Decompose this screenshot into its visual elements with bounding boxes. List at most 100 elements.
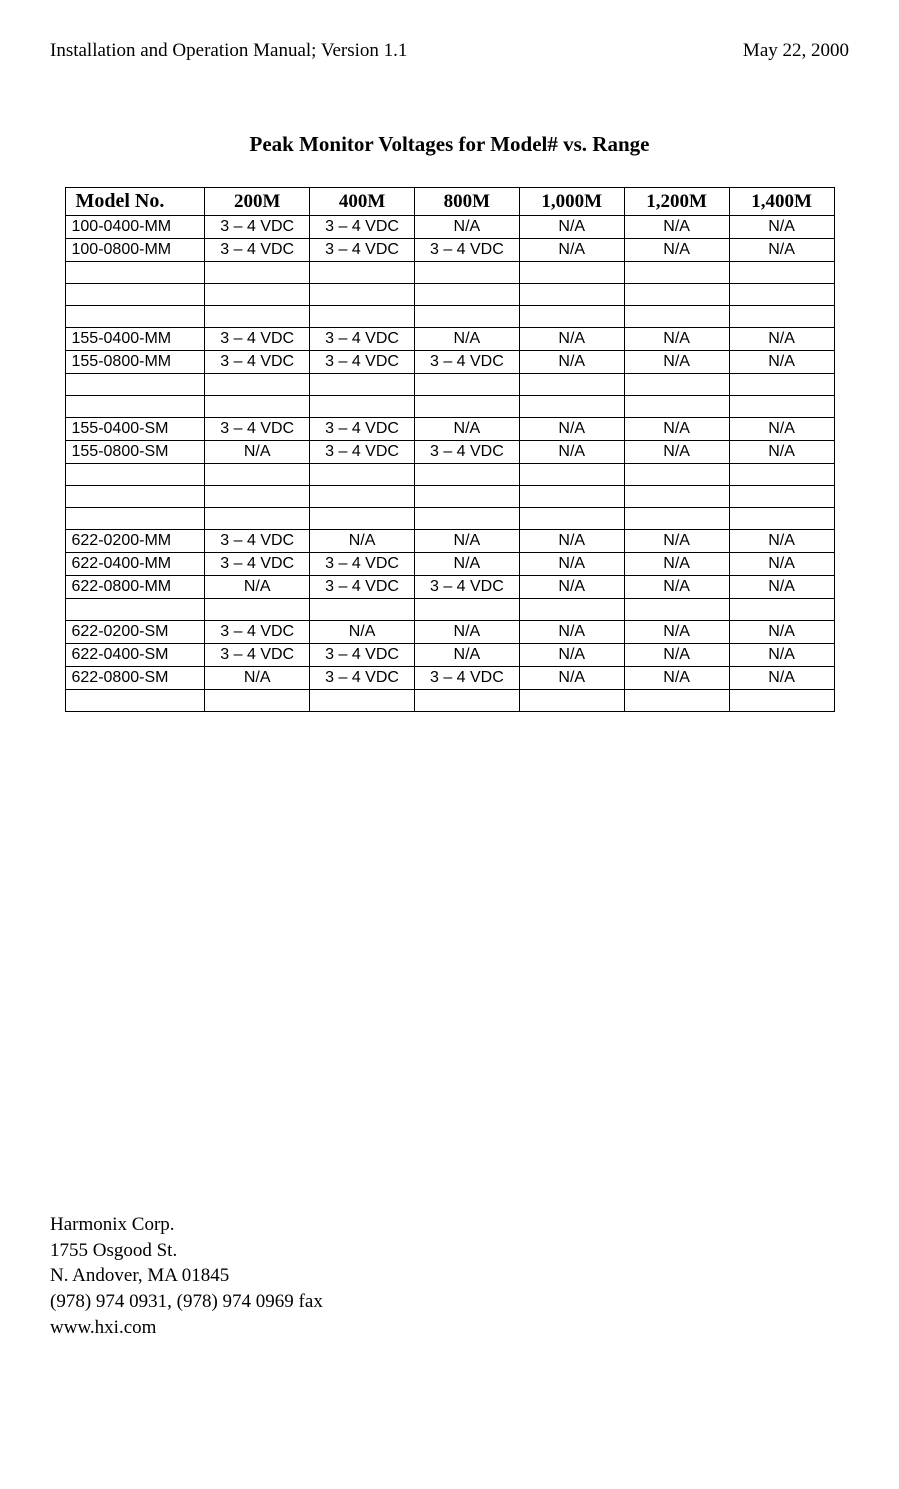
data-cell: N/A — [414, 530, 519, 553]
data-cell — [624, 374, 729, 396]
data-cell — [205, 486, 310, 508]
data-cell: N/A — [205, 667, 310, 690]
model-cell: 622-0800-SM — [65, 667, 205, 690]
data-cell — [414, 508, 519, 530]
data-cell — [414, 690, 519, 712]
data-cell — [624, 599, 729, 621]
data-cell: N/A — [624, 418, 729, 441]
data-cell — [729, 508, 834, 530]
model-header: Model No. — [65, 188, 205, 216]
data-cell: N/A — [519, 553, 624, 576]
data-cell: 3 – 4 VDC — [205, 216, 310, 239]
data-cell: N/A — [729, 418, 834, 441]
model-cell: 100-0800-MM — [65, 239, 205, 262]
data-cell — [310, 486, 415, 508]
table-title: Peak Monitor Voltages for Model# vs. Ran… — [50, 132, 849, 157]
data-cell — [205, 374, 310, 396]
table-row: 155-0400-SM3 – 4 VDC3 – 4 VDCN/AN/AN/AN/… — [65, 418, 834, 441]
data-cell — [624, 306, 729, 328]
data-cell — [310, 284, 415, 306]
table-header-row: Model No. 200M 400M 800M 1,000M 1,200M 1… — [65, 188, 834, 216]
table-row — [65, 284, 834, 306]
data-cell — [414, 599, 519, 621]
data-cell — [414, 374, 519, 396]
data-cell: 3 – 4 VDC — [310, 644, 415, 667]
model-cell: 622-0200-MM — [65, 530, 205, 553]
data-cell — [205, 306, 310, 328]
table-row — [65, 690, 834, 712]
data-cell: 3 – 4 VDC — [205, 328, 310, 351]
data-cell — [624, 262, 729, 284]
data-cell — [519, 284, 624, 306]
data-cell — [205, 262, 310, 284]
data-cell — [729, 396, 834, 418]
data-cell: 3 – 4 VDC — [310, 239, 415, 262]
table-row — [65, 374, 834, 396]
header-right: May 22, 2000 — [743, 40, 849, 62]
voltage-table: Model No. 200M 400M 800M 1,000M 1,200M 1… — [65, 187, 835, 712]
data-cell: N/A — [205, 441, 310, 464]
data-cell: N/A — [519, 667, 624, 690]
data-cell: N/A — [624, 216, 729, 239]
data-cell — [414, 464, 519, 486]
model-cell — [65, 690, 205, 712]
table-row: 155-0800-MM3 – 4 VDC3 – 4 VDC3 – 4 VDCN/… — [65, 351, 834, 374]
model-cell — [65, 486, 205, 508]
data-cell — [624, 486, 729, 508]
data-cell — [414, 306, 519, 328]
data-cell: N/A — [310, 530, 415, 553]
data-cell — [519, 306, 624, 328]
model-cell: 622-0400-SM — [65, 644, 205, 667]
data-cell: 3 – 4 VDC — [205, 621, 310, 644]
data-cell: N/A — [414, 621, 519, 644]
data-cell: N/A — [414, 418, 519, 441]
data-cell: 3 – 4 VDC — [414, 441, 519, 464]
data-cell: N/A — [414, 328, 519, 351]
table-row — [65, 599, 834, 621]
data-cell — [519, 262, 624, 284]
data-cell: N/A — [729, 644, 834, 667]
table-body: 100-0400-MM3 – 4 VDC3 – 4 VDCN/AN/AN/AN/… — [65, 216, 834, 712]
data-cell: N/A — [519, 530, 624, 553]
data-cell — [414, 284, 519, 306]
data-cell — [729, 262, 834, 284]
data-cell — [310, 599, 415, 621]
header-left: Installation and Operation Manual; Versi… — [50, 40, 407, 62]
data-cell — [729, 374, 834, 396]
data-cell: 3 – 4 VDC — [310, 216, 415, 239]
footer-line: 1755 Osgood St. — [50, 1238, 849, 1264]
data-cell: N/A — [624, 530, 729, 553]
data-cell: N/A — [310, 621, 415, 644]
data-cell — [414, 486, 519, 508]
data-cell: 3 – 4 VDC — [205, 418, 310, 441]
data-cell — [205, 284, 310, 306]
model-cell: 155-0800-MM — [65, 351, 205, 374]
data-cell — [519, 464, 624, 486]
range-header: 1,000M — [519, 188, 624, 216]
data-cell — [310, 262, 415, 284]
data-cell — [519, 508, 624, 530]
model-cell — [65, 599, 205, 621]
data-cell — [624, 396, 729, 418]
model-cell — [65, 374, 205, 396]
data-cell: N/A — [519, 239, 624, 262]
data-cell: 3 – 4 VDC — [310, 328, 415, 351]
data-cell — [624, 284, 729, 306]
table-row — [65, 306, 834, 328]
model-cell — [65, 284, 205, 306]
model-cell: 622-0400-MM — [65, 553, 205, 576]
table-row: 622-0400-SM3 – 4 VDC3 – 4 VDCN/AN/AN/AN/… — [65, 644, 834, 667]
data-cell — [310, 508, 415, 530]
data-cell — [205, 396, 310, 418]
data-cell — [624, 508, 729, 530]
table-row: 622-0800-SMN/A3 – 4 VDC3 – 4 VDCN/AN/AN/… — [65, 667, 834, 690]
data-cell — [310, 690, 415, 712]
data-cell — [310, 374, 415, 396]
table-row: 100-0400-MM3 – 4 VDC3 – 4 VDCN/AN/AN/AN/… — [65, 216, 834, 239]
data-cell — [310, 306, 415, 328]
data-cell — [729, 599, 834, 621]
data-cell: N/A — [624, 644, 729, 667]
data-cell: N/A — [729, 553, 834, 576]
data-cell — [205, 464, 310, 486]
data-cell: N/A — [414, 644, 519, 667]
